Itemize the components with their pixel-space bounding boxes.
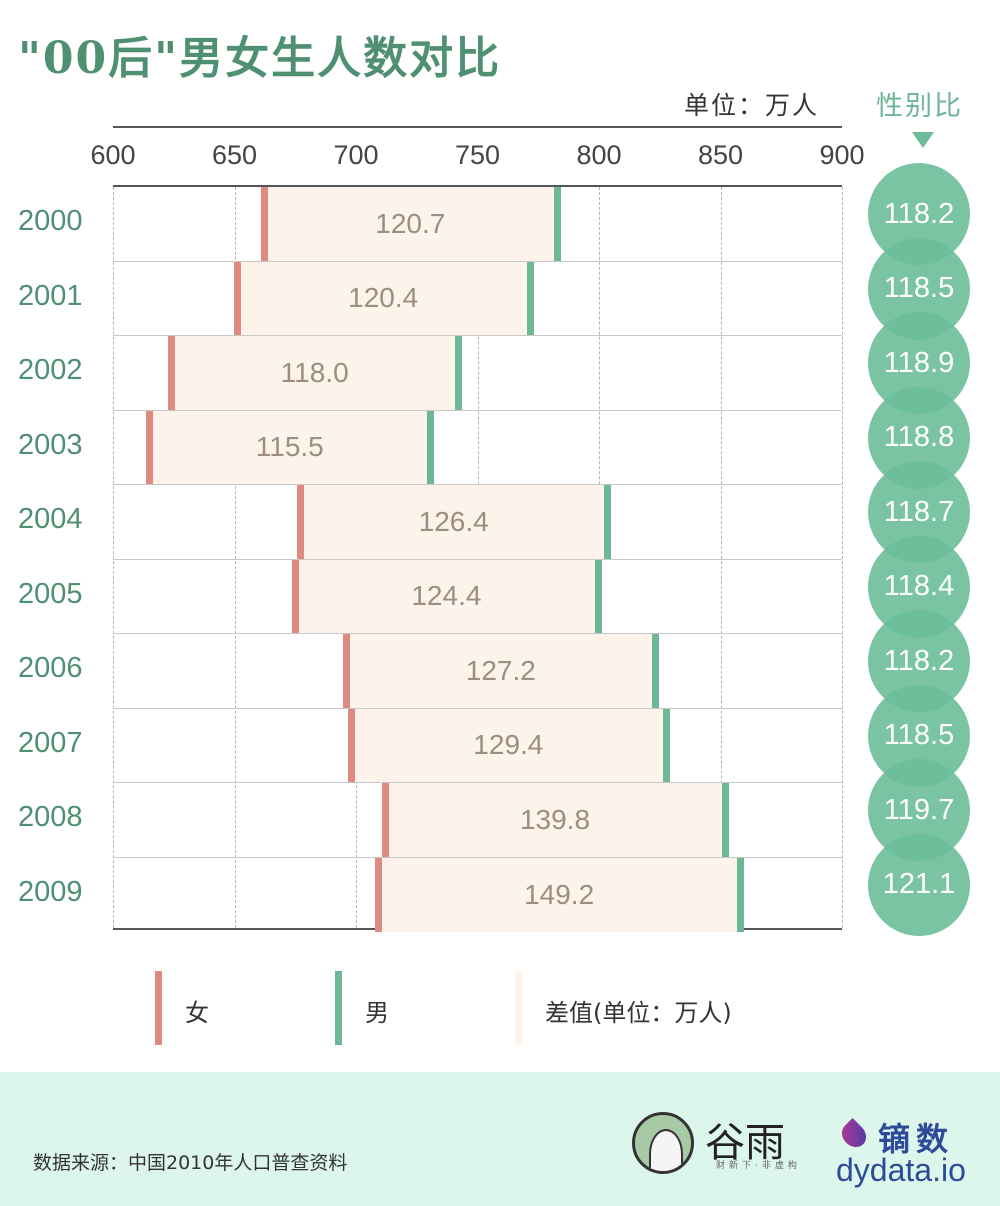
gridline <box>234 187 236 928</box>
x-tick-label: 800 <box>576 140 622 170</box>
plot-area: 120.7 120.4 118.0 115.5 126.4 124.4 127.2 129.4… <box>113 185 843 932</box>
unit-label: 单位：万人 <box>684 91 820 120</box>
x-tick-label: 700 <box>333 140 379 170</box>
dydata-flame-icon <box>837 1118 871 1152</box>
male-marker <box>652 634 660 708</box>
year-label: 2001 <box>18 279 83 312</box>
triangle-down-icon <box>912 132 934 148</box>
table-row: 118.0 <box>113 336 842 411</box>
x-tick-label: 850 <box>697 140 744 170</box>
gridline <box>720 187 722 928</box>
x-tick-label: 750 <box>454 140 501 170</box>
difference-band: 139.8 <box>385 783 725 857</box>
legend-label: 女 <box>185 999 209 1027</box>
legend-swatch <box>155 971 162 1045</box>
difference-value: 120.4 <box>348 282 419 314</box>
difference-value: 118.0 <box>280 356 349 388</box>
table-row: 127.2 <box>113 634 842 709</box>
data-source: 数据来源：中国2010年人口普查资料 <box>33 1152 348 1174</box>
female-marker <box>233 261 241 335</box>
difference-value: 129.4 <box>473 729 544 761</box>
legend-label: 差值(单位：万人) <box>545 999 732 1027</box>
year-label: 2003 <box>18 428 83 461</box>
male-marker <box>427 410 435 484</box>
male-marker <box>455 336 463 410</box>
year-label: 2007 <box>18 726 83 759</box>
guyu-logo-text: 谷雨 <box>705 1120 785 1166</box>
female-marker <box>343 634 351 708</box>
x-tick-label: 650 <box>211 140 258 170</box>
male-marker <box>662 708 670 782</box>
difference-band: 115.5 <box>149 410 431 484</box>
difference-value: 124.4 <box>411 580 482 612</box>
year-label: 2009 <box>18 875 83 908</box>
difference-band: 118.0 <box>171 336 459 410</box>
table-row: 126.4 <box>113 485 842 560</box>
male-marker <box>553 187 561 261</box>
female-marker <box>292 559 300 633</box>
table-row: 115.5 <box>113 410 842 485</box>
male-marker <box>594 559 602 633</box>
female-marker <box>297 485 305 559</box>
legend-label: 男 <box>365 999 389 1027</box>
table-row: 129.4 <box>113 708 842 783</box>
male-marker <box>721 783 729 857</box>
difference-value: 127.2 <box>465 654 536 686</box>
axis-top-line <box>113 126 842 128</box>
female-marker <box>374 857 382 932</box>
chart-title: "00后"男女生人数对比 <box>18 33 502 84</box>
difference-value: 120.7 <box>375 207 446 239</box>
difference-band: 120.7 <box>263 187 557 261</box>
x-tick-label: 600 <box>90 140 136 170</box>
difference-band: 126.4 <box>300 485 608 559</box>
female-marker <box>168 336 176 410</box>
difference-band: 129.4 <box>351 708 666 782</box>
gridline <box>113 187 114 928</box>
male-marker <box>526 261 534 335</box>
legend-swatch <box>515 971 522 1045</box>
guyu-bird-logo-icon <box>632 1112 694 1174</box>
sex-ratio-label: 性别比 <box>876 91 963 122</box>
year-label: 2000 <box>18 205 83 237</box>
difference-value: 115.5 <box>255 431 324 463</box>
difference-band: 124.4 <box>295 559 598 633</box>
dydata-logo-cn: 镝数 <box>878 1120 955 1158</box>
difference-value: 139.8 <box>519 803 591 835</box>
year-label: 2005 <box>18 577 83 610</box>
table-row: 139.8 <box>113 783 842 858</box>
difference-value: 126.4 <box>418 505 489 537</box>
difference-band: 149.2 <box>377 857 741 932</box>
table-row: 120.4 <box>113 261 842 336</box>
sex-ratio-bubble: 121.1 <box>868 833 970 936</box>
year-label: 2006 <box>18 652 83 684</box>
female-marker <box>260 187 268 261</box>
year-label: 2008 <box>18 801 83 833</box>
female-marker <box>348 708 356 782</box>
table-row: 124.4 <box>113 559 842 634</box>
legend-swatch <box>335 971 342 1045</box>
year-label: 2004 <box>18 503 83 535</box>
difference-band: 127.2 <box>346 634 656 708</box>
male-marker <box>737 857 745 932</box>
difference-value: 149.2 <box>524 878 595 910</box>
difference-band: 120.4 <box>236 261 530 335</box>
bird-icon <box>649 1129 683 1171</box>
footer: 数据来源：中国2010年人口普查资料 谷雨 财新下·非虚构 镝数 dydata.… <box>0 1072 1000 1206</box>
male-marker <box>604 485 612 559</box>
x-tick-label: 900 <box>819 140 865 170</box>
dydata-logo-url: dydata.io <box>836 1152 966 1188</box>
guyu-logo-subtitle: 财新下·非虚构 <box>716 1161 801 1171</box>
gridline <box>842 187 843 928</box>
female-marker <box>382 783 390 857</box>
table-row: 149.2 <box>113 857 842 932</box>
year-label: 2002 <box>18 354 83 386</box>
female-marker <box>146 410 154 484</box>
table-row: 120.7 <box>113 187 842 262</box>
